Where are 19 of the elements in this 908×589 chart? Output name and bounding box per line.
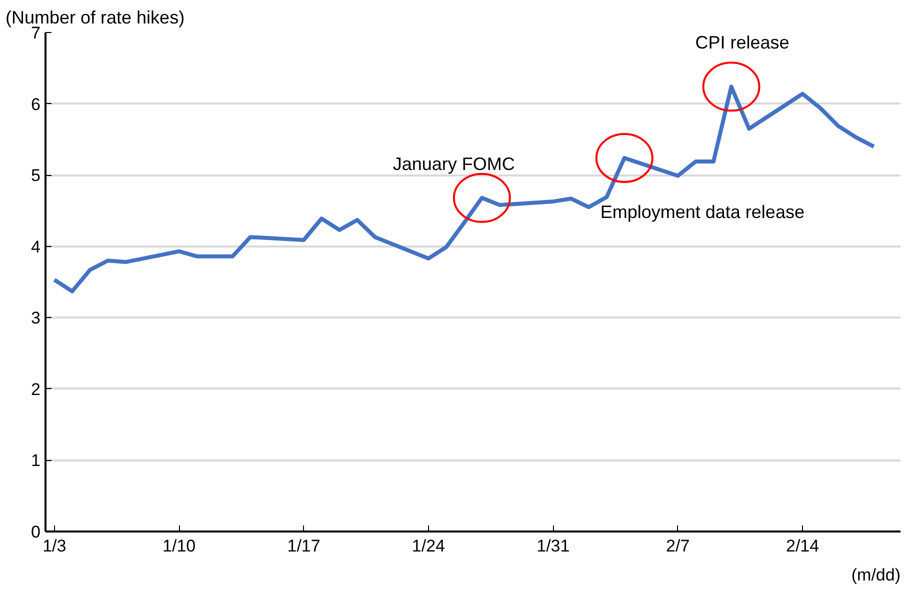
y-tick-label: 2: [31, 380, 41, 399]
y-tick-label: 1: [31, 451, 41, 470]
y-tick-label: 0: [31, 522, 41, 542]
x-tick-label: 2/14: [786, 536, 820, 556]
x-tick-label: 2/7: [666, 536, 690, 556]
annotation: Employment data release: [600, 202, 804, 222]
x-tick-label: 1/24: [412, 536, 446, 556]
y-tick-label: 5: [31, 166, 41, 186]
x-tick-label: 1/10: [162, 536, 196, 556]
y-tick-label: 4: [31, 237, 41, 256]
annotation: CPI release: [695, 32, 790, 53]
x-axis-title: (m/dd): [851, 566, 901, 584]
x-tick-label: 1/3: [42, 536, 66, 556]
y-tick-label: 3: [31, 308, 41, 328]
x-tick-label: 1/31: [536, 536, 570, 556]
y-tick-label: 6: [31, 94, 41, 114]
x-tick-label: 1/17: [287, 536, 320, 556]
annotation: January FOMC: [392, 154, 515, 174]
line-series: [52, 84, 876, 294]
